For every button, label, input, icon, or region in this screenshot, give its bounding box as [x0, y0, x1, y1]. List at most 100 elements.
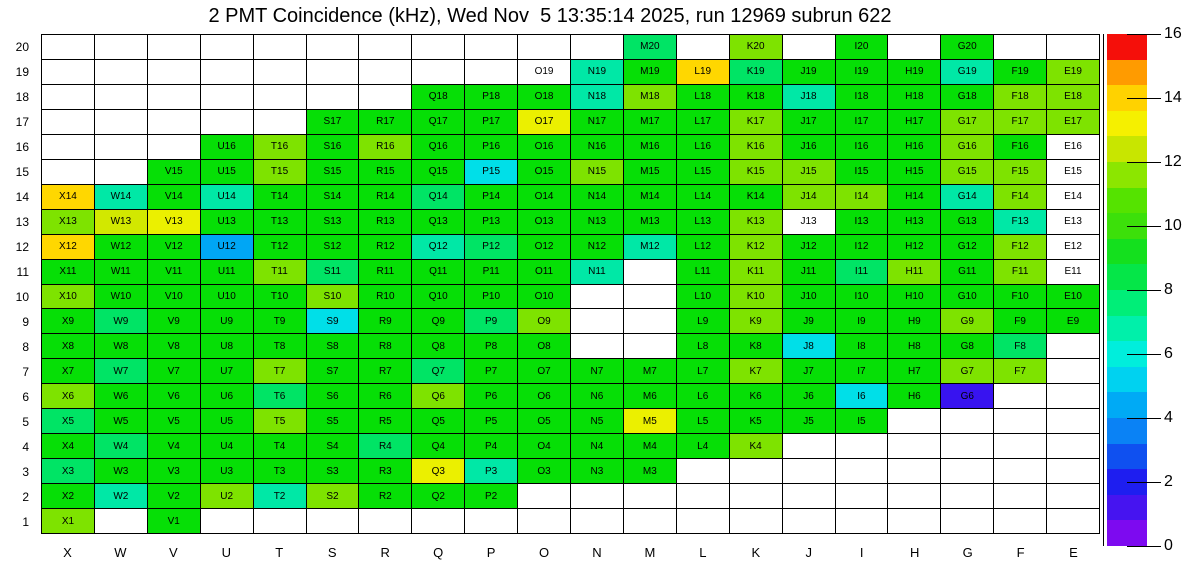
- x-axis-label-O: O: [538, 545, 550, 560]
- cell-blank-H20: [888, 35, 942, 60]
- cell-blank-O20: [518, 35, 571, 60]
- cell-T15: T15: [253, 159, 307, 185]
- y-axis-label-13: 13: [15, 214, 29, 229]
- cell-T16: T16: [253, 134, 307, 160]
- cell-E10: E10: [1047, 284, 1100, 310]
- cell-X2: X2: [42, 484, 95, 510]
- cell-S15: S15: [306, 159, 360, 185]
- y-axis-label-11: 11: [16, 264, 29, 279]
- cell-F11: F11: [994, 259, 1048, 285]
- cell-S11: S11: [306, 259, 360, 285]
- cell-blank-I4: [835, 434, 889, 460]
- colorbar-band-16: [1107, 443, 1147, 470]
- cell-P10: P10: [465, 284, 519, 310]
- cell-E14: E14: [1047, 184, 1100, 210]
- x-axis-label-V: V: [169, 545, 178, 560]
- cell-G14: G14: [941, 184, 995, 210]
- cell-U3: U3: [200, 459, 254, 485]
- cell-X10: X10: [42, 284, 95, 310]
- cell-F7: F7: [994, 359, 1048, 385]
- colorbar-band-7: [1107, 213, 1147, 239]
- colorbar-tick-6: [1127, 354, 1161, 355]
- colorbar-tick-label-14: 14: [1164, 89, 1182, 106]
- cell-I16: I16: [835, 134, 889, 160]
- cell-K16: K16: [729, 134, 783, 160]
- cell-blank-T1: [253, 509, 307, 534]
- cell-blank-V16: [147, 134, 201, 160]
- cell-T10: T10: [253, 284, 307, 310]
- cell-P8: P8: [465, 334, 519, 360]
- cell-N16: N16: [571, 134, 624, 160]
- cell-Q6: Q6: [412, 384, 466, 410]
- cell-blank-F5: [994, 409, 1048, 435]
- cell-blank-N1: [571, 509, 624, 534]
- colorbar-tick-4: [1127, 418, 1161, 419]
- cell-T3: T3: [253, 459, 307, 485]
- x-axis-label-E: E: [1069, 545, 1078, 560]
- cell-blank-Q19: [412, 59, 466, 85]
- cell-K12: K12: [729, 234, 783, 260]
- cell-S14: S14: [306, 184, 360, 210]
- colorbar-tick-8: [1127, 290, 1161, 291]
- cell-J7: J7: [782, 359, 836, 385]
- cell-F18: F18: [994, 84, 1048, 110]
- cell-X9: X9: [42, 309, 95, 335]
- cell-P3: P3: [465, 459, 519, 485]
- cell-blank-J2: [782, 484, 836, 510]
- colorbar-band-3: [1107, 110, 1147, 137]
- cell-R6: R6: [359, 384, 413, 410]
- cell-blank-E7: [1047, 359, 1100, 385]
- colorbar-band-5: [1107, 161, 1147, 188]
- cell-F8: F8: [994, 334, 1048, 360]
- cell-blank-T17: [253, 109, 307, 135]
- cell-W6: W6: [94, 384, 148, 410]
- cell-H11: H11: [888, 259, 942, 285]
- cell-R9: R9: [359, 309, 413, 335]
- cell-blank-S19: [306, 59, 360, 85]
- cell-blank-W16: [94, 134, 148, 160]
- cell-R12: R12: [359, 234, 413, 260]
- colorbar-band-15: [1107, 417, 1147, 444]
- cell-blank-U19: [200, 59, 254, 85]
- cell-W3: W3: [94, 459, 148, 485]
- cell-blank-S20: [306, 35, 360, 60]
- colorbar-band-2: [1107, 85, 1147, 111]
- cell-blank-O1: [518, 509, 571, 534]
- cell-P9: P9: [465, 309, 519, 335]
- colorbar-band-1: [1107, 59, 1147, 86]
- cell-U4: U4: [200, 434, 254, 460]
- cell-R5: R5: [359, 409, 413, 435]
- cell-blank-T18: [253, 84, 307, 110]
- cell-X7: X7: [42, 359, 95, 385]
- cell-S13: S13: [306, 209, 360, 235]
- cell-blank-G1: [941, 509, 995, 534]
- cell-M20: M20: [623, 35, 677, 60]
- cell-blank-L1: [676, 509, 730, 534]
- cell-blank-E1: [1047, 509, 1100, 534]
- cell-V8: V8: [147, 334, 201, 360]
- y-axis-label-7: 7: [22, 364, 29, 379]
- cell-blank-W1: [94, 509, 148, 534]
- colorbar-tick-2: [1127, 482, 1161, 483]
- cell-Q11: Q11: [412, 259, 466, 285]
- cell-M16: M16: [623, 134, 677, 160]
- cell-X4: X4: [42, 434, 95, 460]
- cell-V1: V1: [147, 509, 201, 534]
- cell-blank-X19: [42, 59, 95, 85]
- cell-U16: U16: [200, 134, 254, 160]
- colorbar-band-8: [1107, 238, 1147, 265]
- cell-blank-G2: [941, 484, 995, 510]
- cell-Q5: Q5: [412, 409, 466, 435]
- cell-N18: N18: [571, 84, 624, 110]
- cell-L13: L13: [676, 209, 730, 235]
- cell-I5: I5: [835, 409, 889, 435]
- cell-blank-J1: [782, 509, 836, 534]
- cell-R4: R4: [359, 434, 413, 460]
- cell-L18: L18: [676, 84, 730, 110]
- cell-F10: F10: [994, 284, 1048, 310]
- colorbar: [1107, 34, 1147, 546]
- cell-K8: K8: [729, 334, 783, 360]
- cell-R15: R15: [359, 159, 413, 185]
- cell-R7: R7: [359, 359, 413, 385]
- y-axis-label-3: 3: [22, 464, 29, 479]
